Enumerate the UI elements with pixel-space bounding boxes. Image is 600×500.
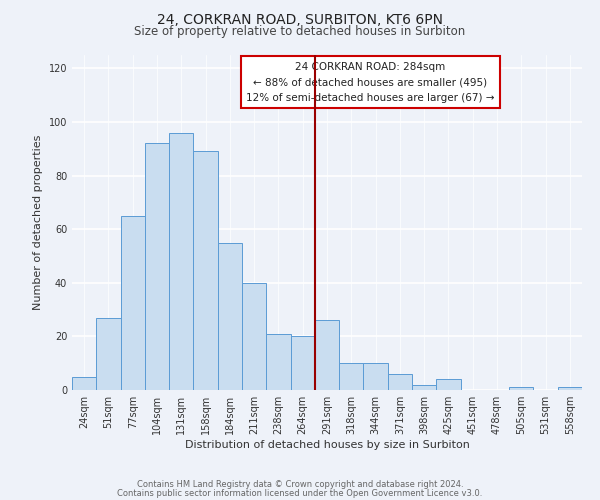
Text: 24 CORKRAN ROAD: 284sqm
← 88% of detached houses are smaller (495)
12% of semi-d: 24 CORKRAN ROAD: 284sqm ← 88% of detache… — [246, 62, 494, 103]
Bar — [388, 374, 412, 390]
Bar — [315, 320, 339, 390]
Bar — [364, 363, 388, 390]
Bar — [242, 283, 266, 390]
Bar — [193, 152, 218, 390]
Bar — [218, 242, 242, 390]
Bar — [436, 380, 461, 390]
Text: Size of property relative to detached houses in Surbiton: Size of property relative to detached ho… — [134, 25, 466, 38]
Bar — [412, 384, 436, 390]
X-axis label: Distribution of detached houses by size in Surbiton: Distribution of detached houses by size … — [185, 440, 469, 450]
Y-axis label: Number of detached properties: Number of detached properties — [33, 135, 43, 310]
Bar — [509, 388, 533, 390]
Text: Contains public sector information licensed under the Open Government Licence v3: Contains public sector information licen… — [118, 489, 482, 498]
Bar — [339, 363, 364, 390]
Bar — [145, 144, 169, 390]
Text: 24, CORKRAN ROAD, SURBITON, KT6 6PN: 24, CORKRAN ROAD, SURBITON, KT6 6PN — [157, 12, 443, 26]
Bar — [169, 132, 193, 390]
Bar — [558, 388, 582, 390]
Bar — [290, 336, 315, 390]
Text: Contains HM Land Registry data © Crown copyright and database right 2024.: Contains HM Land Registry data © Crown c… — [137, 480, 463, 489]
Bar — [121, 216, 145, 390]
Bar — [96, 318, 121, 390]
Bar — [72, 376, 96, 390]
Bar — [266, 334, 290, 390]
